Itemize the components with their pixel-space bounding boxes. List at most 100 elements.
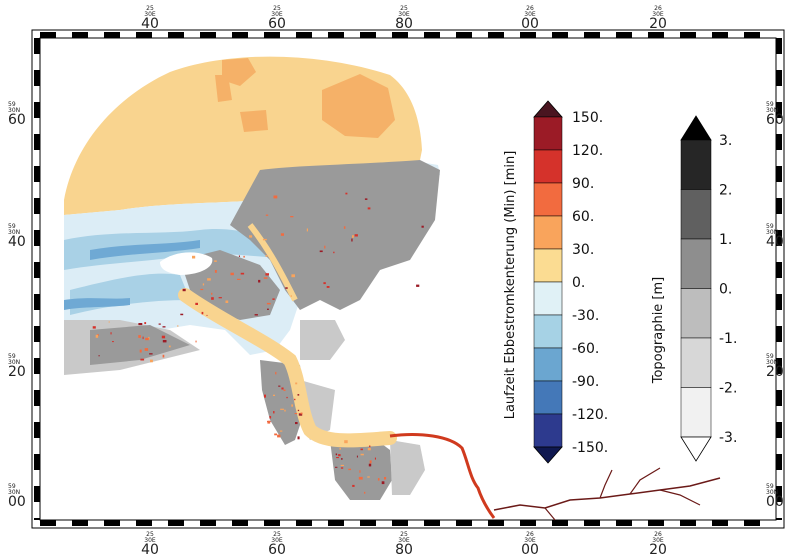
colorbar-time-swatch (533, 116, 563, 151)
border-segment (264, 32, 280, 38)
border-segment (776, 358, 782, 374)
speck (277, 434, 281, 438)
tick-main: 00 (8, 494, 26, 510)
tick-main: 60 (766, 112, 784, 128)
speck (280, 408, 284, 410)
colorbar-time-swatch (533, 347, 563, 382)
colorbar-topo-title: Topographie [m] (651, 277, 666, 385)
speck (138, 323, 143, 326)
speck (162, 354, 165, 358)
speck (356, 455, 358, 458)
speck (369, 445, 371, 448)
speck (206, 314, 208, 316)
speck (344, 440, 348, 444)
speck (266, 302, 271, 305)
colorbar-time-label: -30. (572, 308, 599, 324)
estuary-channel (247, 223, 298, 302)
speck (139, 349, 142, 353)
border-segment (232, 520, 248, 526)
tick-main: 80 (395, 16, 413, 32)
colorbar-topo-swatch (680, 139, 712, 190)
tick-sub: 30E (144, 537, 156, 544)
border-segment (34, 230, 40, 246)
colorbar-time-label: 0. (572, 275, 585, 291)
tick-main: 60 (268, 542, 286, 558)
speck (92, 326, 96, 329)
border-segment (488, 32, 504, 38)
colorbar-time-label: -150. (572, 440, 608, 456)
river (544, 467, 701, 521)
border-segment (488, 520, 504, 526)
tick-main: 40 (8, 234, 26, 250)
tick-main: 20 (649, 16, 667, 32)
speck (267, 308, 269, 310)
border-segment (776, 454, 782, 470)
speck (360, 448, 363, 451)
border-segment (328, 520, 344, 526)
border-segment (776, 262, 782, 278)
border-segment (584, 32, 600, 38)
speck (142, 336, 144, 340)
colorbar-time-swatch (533, 182, 563, 217)
speck (285, 287, 288, 289)
speck (192, 255, 196, 259)
speck (202, 283, 205, 286)
tick-main: 60 (8, 112, 26, 128)
border-segment (34, 358, 40, 374)
speck (269, 416, 272, 419)
land-area (90, 325, 190, 365)
colorbar-time-swatch (533, 215, 563, 250)
speck (367, 447, 371, 451)
speck (249, 235, 253, 238)
speck (354, 234, 358, 237)
tick-sub: 30N (8, 229, 20, 236)
border-segment (744, 32, 760, 38)
speck (290, 295, 292, 297)
border-segment (776, 70, 782, 86)
speck (214, 260, 217, 262)
border-segment (34, 166, 40, 182)
border-segment (34, 486, 40, 502)
border-segment (40, 32, 56, 38)
border-segment (200, 520, 216, 526)
tick-main: 40 (141, 16, 159, 32)
tick-sub: 30E (652, 537, 664, 544)
border-segment (776, 518, 782, 520)
speck (265, 255, 268, 257)
speck (369, 460, 372, 464)
speck (290, 216, 294, 218)
speck (345, 192, 348, 195)
speck (297, 394, 300, 396)
speck (278, 385, 281, 387)
border-segment (776, 486, 782, 502)
colorbar-time-under (533, 446, 563, 464)
border-segment (776, 198, 782, 214)
border-segment (104, 32, 120, 38)
speck (195, 302, 198, 305)
speck (180, 313, 184, 316)
sea-patch (240, 110, 268, 132)
tick-main: 00 (521, 16, 539, 32)
speck (162, 340, 167, 343)
tick-sup: 26 (526, 531, 534, 538)
speck (225, 300, 229, 303)
speck (291, 404, 293, 407)
speck (265, 273, 269, 276)
speck (211, 292, 213, 295)
colorbar-topo-swatch (680, 288, 712, 339)
speck (283, 389, 286, 391)
speck (374, 457, 376, 460)
speck (338, 454, 341, 457)
border-segment (392, 520, 408, 526)
speck (341, 458, 343, 460)
colorbar-time-label: 90. (572, 176, 594, 192)
speck (273, 394, 275, 396)
speck (340, 464, 344, 466)
colorbar-time-label: -90. (572, 374, 599, 390)
speck (281, 387, 284, 390)
island (160, 252, 213, 275)
border-segment (392, 32, 408, 38)
river (493, 477, 721, 511)
border-segment (264, 520, 280, 526)
